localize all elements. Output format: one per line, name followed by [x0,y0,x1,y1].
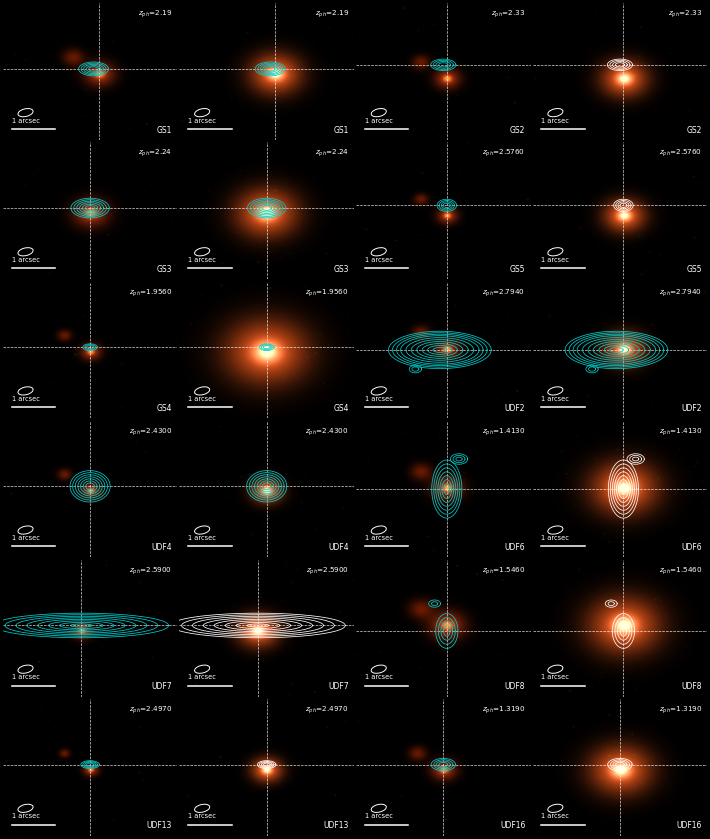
Text: $z_{ph}$=2.33: $z_{ph}$=2.33 [668,9,702,20]
Text: GS2: GS2 [687,126,702,134]
Text: $z_{ph}$=2.7940: $z_{ph}$=2.7940 [482,287,525,299]
Text: UDF16: UDF16 [500,821,525,830]
Text: GS3: GS3 [157,264,172,274]
Text: $z_{ph}$=2.5760: $z_{ph}$=2.5760 [482,148,525,159]
Text: GS2: GS2 [510,126,525,134]
Text: $z_{ph}$=1.5460: $z_{ph}$=1.5460 [482,565,525,577]
Text: 1 arcsec: 1 arcsec [11,674,40,680]
Text: $z_{ph}$=1.3190: $z_{ph}$=1.3190 [658,705,702,716]
Text: 1 arcsec: 1 arcsec [542,396,569,402]
Text: UDF2: UDF2 [682,404,702,413]
Text: 1 arcsec: 1 arcsec [365,674,393,680]
Text: 1 arcsec: 1 arcsec [188,396,216,402]
Text: UDF8: UDF8 [505,682,525,691]
Text: 1 arcsec: 1 arcsec [11,396,40,402]
Text: GS1: GS1 [333,126,349,134]
Text: UDF4: UDF4 [151,543,172,552]
Text: $z_{ph}$=2.5900: $z_{ph}$=2.5900 [129,565,172,577]
Text: UDF6: UDF6 [682,543,702,552]
Text: 1 arcsec: 1 arcsec [542,257,569,263]
Text: $z_{ph}$=2.33: $z_{ph}$=2.33 [491,9,525,20]
Text: $z_{ph}$=1.9560: $z_{ph}$=1.9560 [129,287,172,299]
Text: GS5: GS5 [510,264,525,274]
Text: UDF6: UDF6 [505,543,525,552]
Text: 1 arcsec: 1 arcsec [542,117,569,123]
Text: 1 arcsec: 1 arcsec [365,396,393,402]
Text: 1 arcsec: 1 arcsec [365,117,393,123]
Text: $z_{ph}$=2.24: $z_{ph}$=2.24 [138,148,172,159]
Text: GS3: GS3 [333,264,349,274]
Text: 1 arcsec: 1 arcsec [188,674,216,680]
Text: UDF7: UDF7 [151,682,172,691]
Text: 1 arcsec: 1 arcsec [365,257,393,263]
Text: $z_{ph}$=2.19: $z_{ph}$=2.19 [315,9,349,20]
Text: 1 arcsec: 1 arcsec [188,813,216,819]
Text: 1 arcsec: 1 arcsec [11,117,40,123]
Text: UDF4: UDF4 [328,543,349,552]
Text: $z_{ph}$=2.19: $z_{ph}$=2.19 [138,9,172,20]
Text: GS1: GS1 [157,126,172,134]
Text: UDF16: UDF16 [677,821,702,830]
Text: GS5: GS5 [687,264,702,274]
Text: GS4: GS4 [333,404,349,413]
Text: $z_{ph}$=1.4130: $z_{ph}$=1.4130 [658,426,702,438]
Text: 1 arcsec: 1 arcsec [365,813,393,819]
Text: $z_{ph}$=1.3190: $z_{ph}$=1.3190 [482,705,525,716]
Text: 1 arcsec: 1 arcsec [188,257,216,263]
Text: 1 arcsec: 1 arcsec [11,813,40,819]
Text: 1 arcsec: 1 arcsec [365,535,393,541]
Text: 1 arcsec: 1 arcsec [188,535,216,541]
Text: $z_{ph}$=2.4300: $z_{ph}$=2.4300 [305,426,349,438]
Text: $z_{ph}$=2.24: $z_{ph}$=2.24 [315,148,349,159]
Text: UDF2: UDF2 [505,404,525,413]
Text: 1 arcsec: 1 arcsec [11,257,40,263]
Text: $z_{ph}$=2.5900: $z_{ph}$=2.5900 [306,565,349,577]
Text: $z_{ph}$=2.4970: $z_{ph}$=2.4970 [129,705,172,716]
Text: $z_{ph}$=1.9560: $z_{ph}$=1.9560 [305,287,349,299]
Text: UDF13: UDF13 [147,821,172,830]
Text: $z_{ph}$=2.4300: $z_{ph}$=2.4300 [129,426,172,438]
Text: $z_{ph}$=2.5760: $z_{ph}$=2.5760 [659,148,702,159]
Text: 1 arcsec: 1 arcsec [542,813,569,819]
Text: $z_{ph}$=2.4970: $z_{ph}$=2.4970 [305,705,349,716]
Text: UDF8: UDF8 [682,682,702,691]
Text: 1 arcsec: 1 arcsec [542,674,569,680]
Text: UDF7: UDF7 [328,682,349,691]
Text: 1 arcsec: 1 arcsec [11,535,40,541]
Text: $z_{ph}$=1.5460: $z_{ph}$=1.5460 [658,565,702,577]
Text: 1 arcsec: 1 arcsec [188,117,216,123]
Text: $z_{ph}$=2.7940: $z_{ph}$=2.7940 [659,287,702,299]
Text: GS4: GS4 [157,404,172,413]
Text: UDF13: UDF13 [323,821,349,830]
Text: $z_{ph}$=1.4130: $z_{ph}$=1.4130 [482,426,525,438]
Text: 1 arcsec: 1 arcsec [542,535,569,541]
